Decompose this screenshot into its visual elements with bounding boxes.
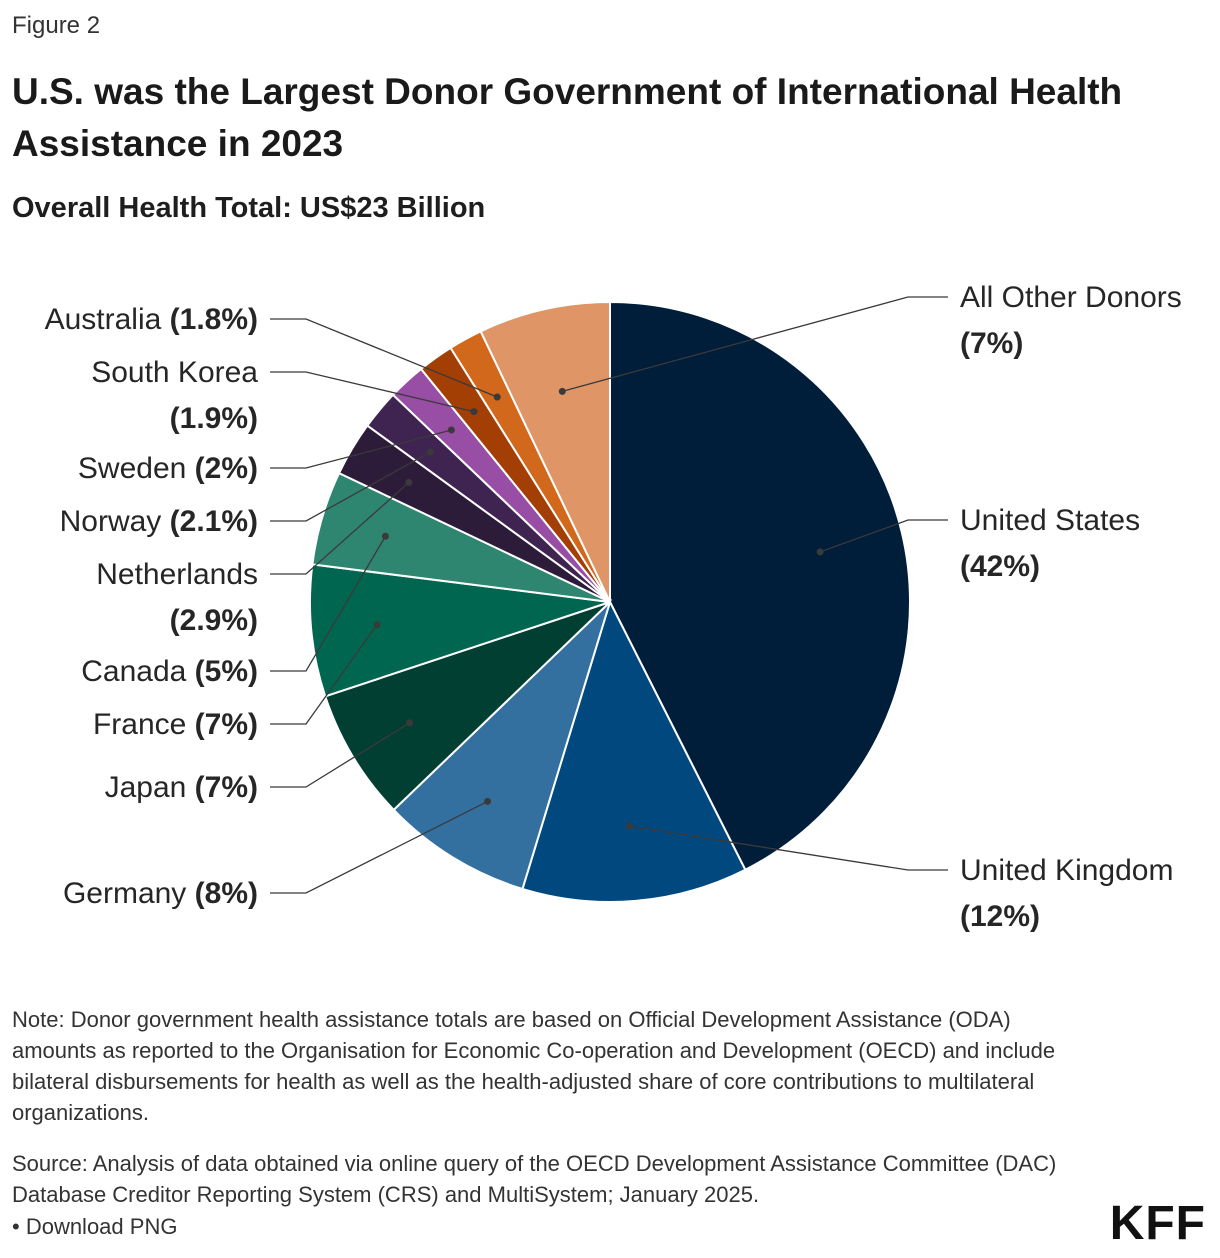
leader-line-canada [270, 535, 386, 672]
pie-slice-japan [323, 601, 611, 812]
leader-line-sweden [270, 429, 452, 469]
download-png-link[interactable]: • Download PNG [12, 1214, 178, 1239]
chart-subtitle: Overall Health Total: US$23 Billion [12, 192, 486, 224]
leader-line-australia [270, 318, 498, 398]
figure-label: Figure 2 [12, 12, 101, 39]
slice-label-norway: Norway (2.1%) [60, 505, 258, 538]
leader-line-germany [270, 800, 488, 894]
leader-line-norway [270, 451, 431, 522]
pie-slice-germany [392, 598, 613, 891]
slice-label-japan: Japan (7%) [105, 771, 258, 804]
chart-source: Source: Analysis of data obtained via on… [12, 1151, 1057, 1207]
slice-marker-all-other-donors [558, 387, 566, 395]
slice-label-france: France (7%) [93, 708, 258, 741]
pie-slice-united-states [609, 300, 911, 872]
slice-marker-australia [493, 393, 501, 401]
kff-logo: KFF [1109, 1197, 1206, 1250]
leader-line-all-other-donors [562, 296, 948, 392]
slice-label-canada: Canada (5%) [81, 655, 258, 688]
slice-label-sweden: Sweden (2%) [78, 452, 258, 485]
slice-label-united-states: United States (42%) [960, 504, 1140, 583]
slice-label-south-korea: South Korea (1.9%) [91, 356, 258, 435]
slice-label-all-other-donors: All Other Donors (7%) [960, 281, 1182, 360]
slice-label-netherlands: Netherlands (2.9%) [96, 558, 258, 637]
chart-note: Note: Donor government health assistance… [12, 1007, 1056, 1125]
leader-line-united-states [819, 519, 948, 553]
chart-title: U.S. was the Largest Donor Government of… [12, 71, 1123, 164]
pie-chart: United States (42%) United Kingdom (12%) Ger… [45, 281, 1182, 933]
slice-marker-united-states [816, 548, 824, 556]
pie-slice-united-kingdom [521, 599, 747, 903]
leader-line-netherlands [270, 481, 410, 575]
leader-line-south-korea [270, 371, 475, 413]
slice-label-united-kingdom: United Kingdom (12%) [960, 854, 1173, 933]
leader-line-united-kingdom [629, 825, 948, 871]
slice-label-australia: Australia (1.8%) [45, 303, 258, 336]
slice-label-germany: Germany (8%) [63, 877, 258, 910]
leader-line-japan [270, 722, 410, 788]
pie-slice-all-other-donors [479, 300, 611, 603]
leader-line-france [270, 624, 378, 725]
